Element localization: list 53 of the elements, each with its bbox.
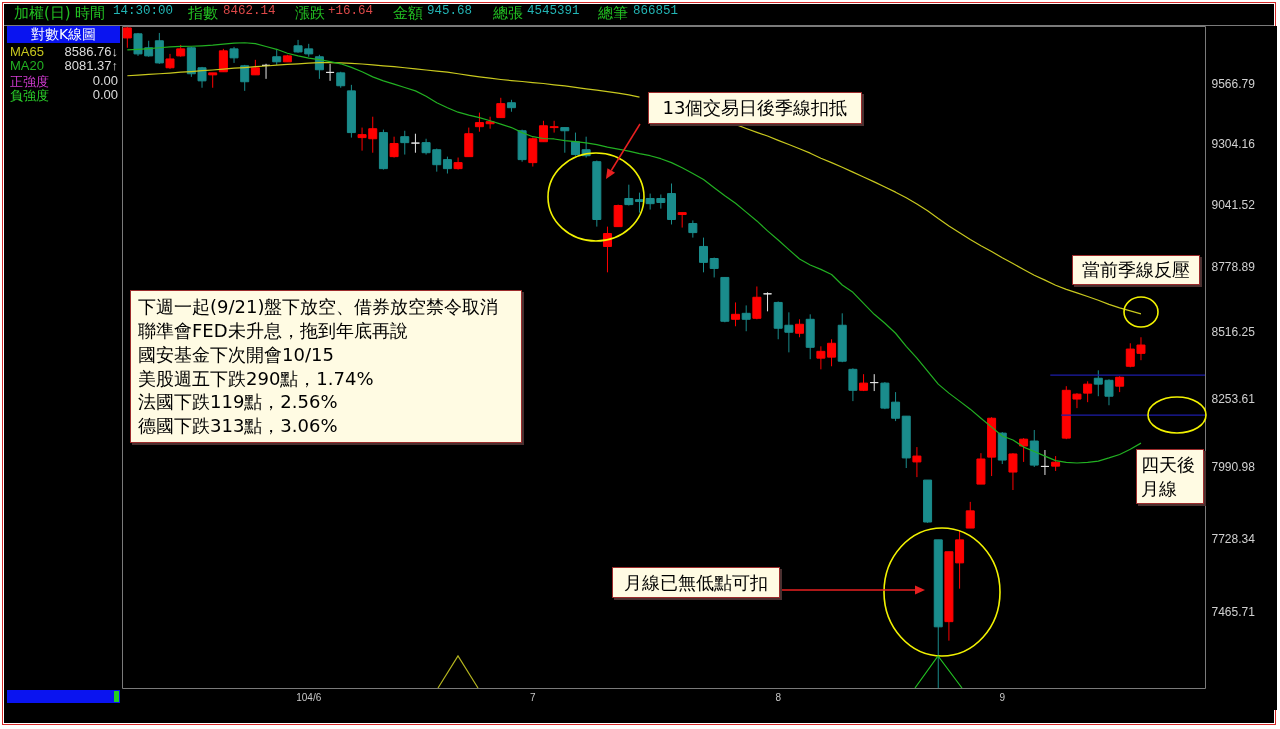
annotation: 法國下跌119點，2.56% <box>138 390 338 414</box>
annotation: 國安基金下次開會10/15 <box>138 342 334 367</box>
y2-tick-label: 9041.52 <box>1211 197 1256 212</box>
candlestick <box>741 304 751 332</box>
x-tick-label: 9 <box>999 691 1006 703</box>
annotation: 13個交易日後季線扣抵 <box>648 92 862 124</box>
candlestick <box>731 301 741 327</box>
candlestick <box>528 137 538 168</box>
annotation: 美股週五下跌290點，1.74% <box>138 366 374 391</box>
annotation: 下週一起(9/21)盤下放空、借券放空禁令取消 <box>138 295 499 320</box>
x-tick-label: 104/6 <box>296 691 322 703</box>
text: 0.00 <box>92 86 118 102</box>
candlestick <box>1083 380 1093 403</box>
candlestick <box>400 130 410 156</box>
text: 負強度 <box>10 87 49 105</box>
candlestick <box>410 133 420 154</box>
candlestick <box>699 237 709 273</box>
y2-tick-label: 9566.79 <box>1211 77 1256 92</box>
candlestick <box>752 285 762 320</box>
candlestick <box>464 127 474 158</box>
annotation: 聯準會FED未升息，拖到年底再說 <box>138 319 408 343</box>
candlestick <box>1019 437 1029 463</box>
x-tick-label: 7 <box>530 691 537 703</box>
text: 8586.76↓ <box>64 44 118 59</box>
annotation: 德國下跌313點，3.06% <box>138 413 338 438</box>
candlestick <box>496 97 506 119</box>
text: MA65 <box>10 44 44 59</box>
x-tick-label: 8 <box>775 691 782 703</box>
candlestick <box>1008 452 1018 491</box>
annotation: 當前季線反壓 <box>1072 255 1200 285</box>
candlestick <box>965 501 975 529</box>
candlestick <box>560 127 570 154</box>
y2-tick-label: 9304.16 <box>1211 136 1256 151</box>
y2-tick-label: 7465.71 <box>1211 605 1256 620</box>
candlestick <box>912 446 922 478</box>
y2-tick-label: 7990.98 <box>1211 460 1256 475</box>
y2-tick-label: 7728.34 <box>1211 531 1256 546</box>
candlestick <box>624 184 634 207</box>
text: MA20 <box>10 58 44 74</box>
y2-tick-label: 8253.61 <box>1211 391 1256 406</box>
annotation: 月線已無低點可扣 <box>612 567 780 598</box>
text: 正強度 <box>10 72 49 89</box>
candlestick <box>848 367 858 402</box>
text: 0.00 <box>92 72 118 88</box>
y2-tick-label: 8778.89 <box>1211 260 1256 275</box>
text: 8081.37↑ <box>64 58 118 74</box>
candlestick <box>389 136 399 159</box>
annotation: 四天後月線 <box>1136 449 1204 504</box>
legend-title: 對數K線圖 <box>7 26 120 43</box>
candlestick <box>154 32 164 65</box>
y2-tick-label: 8516.25 <box>1211 324 1256 339</box>
candlestick <box>634 192 644 214</box>
chart-title: 加權(日) <box>14 4 71 23</box>
